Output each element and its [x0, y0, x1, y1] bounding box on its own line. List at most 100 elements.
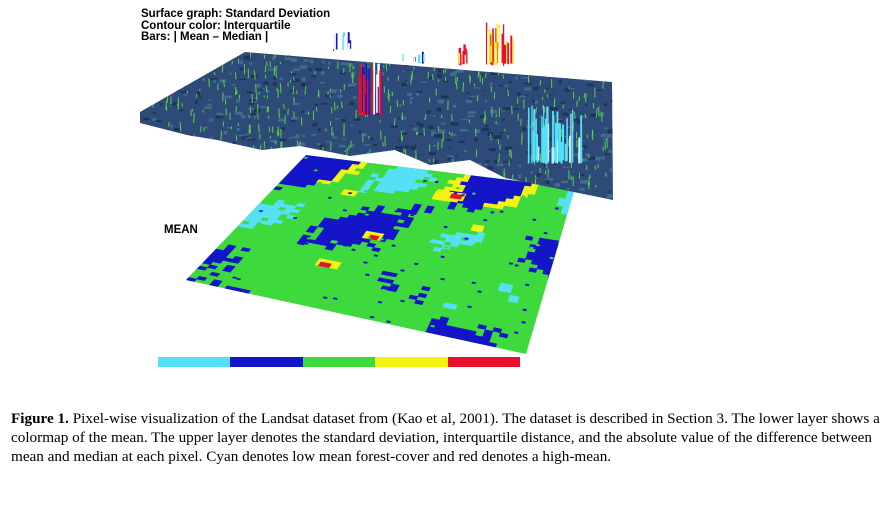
map-cell [549, 256, 554, 260]
surface-bar [468, 74, 471, 84]
surface-bar [208, 78, 210, 88]
surface-speckle [550, 106, 558, 111]
map-cell [449, 242, 460, 248]
surface-speckle [199, 152, 206, 155]
map-cell [313, 169, 319, 172]
surface-speckle [224, 95, 232, 99]
surface-speckle [226, 167, 233, 171]
surface-speckle [160, 103, 163, 107]
map-cell [462, 188, 471, 194]
map-cell [378, 223, 389, 229]
surface-speckle [582, 67, 589, 71]
map-cell [465, 241, 475, 247]
surface-speckle [439, 53, 442, 55]
map-cell [327, 196, 333, 199]
map-cell [536, 264, 546, 271]
surface-speckle [259, 175, 263, 179]
surface-speckle [175, 139, 183, 142]
surface-speckle [550, 98, 555, 101]
surface-speckle [229, 72, 232, 75]
map-cell [303, 242, 309, 245]
surface-speckle [508, 80, 512, 84]
map-cell [538, 257, 548, 263]
map-cell [528, 267, 538, 273]
surface-speckle [545, 87, 549, 90]
surface-bar [188, 175, 191, 182]
map-cell [545, 258, 555, 264]
surface-speckle [533, 87, 539, 91]
map-cell [384, 213, 395, 219]
surface-speckle [249, 62, 253, 65]
surface-speckle [220, 185, 228, 189]
map-cell [532, 218, 537, 221]
surface-speckle [141, 193, 146, 195]
map-cell [495, 204, 505, 210]
surface-bar [339, 89, 342, 93]
map-cell [527, 189, 537, 195]
map-cell [273, 186, 284, 191]
surface-speckle [547, 68, 551, 73]
surface-bar [277, 167, 279, 175]
map-cell [492, 181, 501, 187]
map-cell [379, 238, 385, 241]
map-cell [291, 288, 297, 292]
map-cell [332, 297, 338, 300]
map-cell [289, 186, 295, 189]
map-cell [551, 239, 560, 246]
surface-bar [206, 175, 209, 185]
surface-speckle [333, 136, 337, 139]
surface-bar [341, 101, 343, 109]
map-cell [381, 288, 387, 292]
surface-speckle [394, 150, 402, 153]
surface-bar [165, 100, 167, 110]
surface-speckle [498, 84, 503, 87]
surface-speckle [219, 142, 226, 145]
map-cell [293, 243, 299, 246]
surface-bar [553, 103, 556, 107]
surface-speckle [587, 77, 593, 80]
surface-bar [234, 72, 237, 80]
surface-speckle [609, 168, 613, 172]
map-cell [474, 190, 484, 196]
surface-speckle [303, 59, 309, 62]
map-cell [433, 192, 443, 197]
map-cell [446, 234, 456, 240]
map-cell [415, 175, 425, 181]
map-cell [560, 209, 569, 215]
surface-speckle [178, 174, 181, 178]
map-cell [492, 327, 503, 333]
surface-speckle [473, 59, 477, 63]
map-cell [543, 231, 548, 235]
map-cell [499, 210, 504, 213]
surface-speckle [315, 67, 322, 72]
surface-speckle [164, 61, 168, 65]
surface-speckle [195, 100, 198, 104]
surface-speckle [518, 164, 522, 167]
surface-speckle [350, 124, 354, 126]
map-cell [337, 216, 348, 222]
surface-speckle [409, 125, 413, 127]
map-cell [507, 273, 513, 277]
surface-speckle [279, 138, 287, 142]
surface-speckle [437, 129, 446, 134]
surface-bar [410, 157, 413, 165]
surface-speckle [309, 149, 317, 152]
surface-speckle [223, 71, 226, 73]
map-cell [449, 247, 455, 250]
surface-speckle [501, 118, 506, 121]
surface-speckle [595, 156, 601, 161]
map-cell [403, 174, 413, 179]
mean-layer-label: MEAN [164, 224, 198, 236]
map-cell [397, 173, 407, 178]
surface-bar [261, 165, 264, 173]
surface-speckle [574, 118, 579, 121]
surface-speckle [175, 173, 183, 176]
surface-speckle [272, 81, 277, 86]
map-cell [412, 203, 422, 209]
map-cell [369, 225, 380, 231]
surface-speckle [144, 71, 153, 74]
surface-speckle [402, 70, 405, 72]
map-cell [434, 180, 439, 184]
surface-speckle [267, 68, 274, 71]
surface-bar [322, 146, 324, 155]
